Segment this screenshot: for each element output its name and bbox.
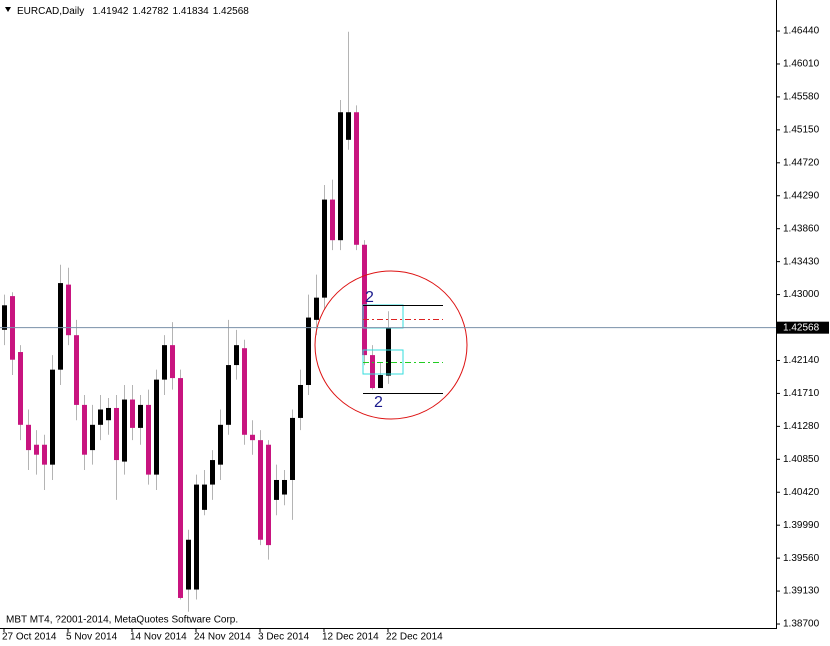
candle-body — [330, 199, 335, 241]
candle-body — [282, 479, 287, 495]
drawing-objects[interactable]: 2 2 — [314, 270, 468, 420]
candle-body — [130, 399, 135, 428]
ohlc-low: 1.41834 — [173, 6, 210, 17]
candle-body — [234, 345, 239, 366]
candle-body — [178, 378, 183, 598]
y-tick-label: 1.41280 — [783, 421, 820, 432]
candle-body — [154, 379, 159, 475]
candle-body — [122, 399, 127, 462]
candle-body — [26, 424, 31, 451]
price-label: 1.42568 — [783, 322, 820, 333]
copyright: MBT MT4, ?2001-2014, MetaQuotes Software… — [6, 615, 238, 626]
candle-body — [338, 112, 343, 241]
y-tick-label: 1.41710 — [783, 388, 820, 399]
candle-body — [386, 327, 391, 376]
y-tick-label: 1.42140 — [783, 355, 820, 366]
candle-body — [194, 484, 199, 590]
y-tick-label: 1.39990 — [783, 520, 820, 531]
chart-header: EURCAD,Daily 1.41942 1.42782 1.41834 1.42568 — [17, 6, 249, 17]
candle-body — [346, 112, 351, 140]
candle-body — [34, 444, 39, 455]
candle-body — [362, 244, 367, 356]
candle-body — [82, 404, 87, 455]
candle-body — [58, 283, 63, 370]
symbol: EURCAD,Daily — [17, 6, 84, 17]
y-tick-label: 1.46440 — [783, 26, 820, 37]
x-tick-label: 12 Dec 2014 — [322, 632, 379, 643]
x-tick-label: 3 Dec 2014 — [258, 632, 310, 643]
candle-body — [322, 199, 327, 298]
candle-body — [66, 284, 71, 336]
candle-body — [250, 434, 255, 441]
candle-body — [106, 407, 111, 421]
y-tick-label: 1.44720 — [783, 157, 820, 168]
x-tick-label: 5 Nov 2014 — [66, 632, 118, 643]
candle-body — [258, 440, 263, 540]
x-tick-label: 24 Nov 2014 — [194, 632, 251, 643]
candle-body — [90, 424, 95, 451]
candle-body — [354, 112, 359, 245]
candle-body — [370, 355, 375, 389]
candle-body — [18, 352, 23, 425]
circle[interactable] — [314, 270, 468, 420]
candle-body — [186, 539, 191, 590]
candle-body — [266, 444, 271, 546]
y-tick-label: 1.44290 — [783, 190, 820, 201]
ohlc-close: 1.42568 — [213, 6, 250, 17]
candle-body — [218, 424, 223, 465]
candle-body — [314, 297, 319, 320]
y-tick-label: 1.45580 — [783, 92, 820, 103]
y-tick-label: 1.39560 — [783, 553, 820, 564]
candle-body — [98, 409, 103, 425]
candle-body — [2, 305, 7, 330]
candle-body — [50, 369, 55, 465]
annotation: 2 — [365, 289, 374, 306]
candle-body — [298, 384, 303, 418]
candle-body — [306, 317, 311, 385]
candle-body — [242, 348, 247, 435]
y-tick-label: 1.43000 — [783, 289, 820, 300]
x-tick-label: 14 Nov 2014 — [130, 632, 187, 643]
y-tick-label: 1.40850 — [783, 454, 820, 465]
y-tick-label: 1.45150 — [783, 125, 820, 136]
y-tick-label: 1.39130 — [783, 586, 820, 597]
candle-body — [290, 417, 295, 480]
candle-body — [42, 444, 47, 465]
y-tick-label: 1.43860 — [783, 223, 820, 234]
x-tick-label: 22 Dec 2014 — [386, 632, 443, 643]
candle-body — [202, 484, 207, 510]
annotation: 2 — [374, 394, 383, 411]
ohlc-open: 1.41942 — [92, 6, 129, 17]
candle-body — [170, 345, 175, 379]
menu-arrow[interactable] — [5, 7, 11, 12]
candle-body — [274, 479, 279, 500]
candle-body — [378, 375, 383, 389]
y-tick-label: 1.43430 — [783, 256, 820, 267]
candle-body — [162, 345, 167, 380]
candle-body — [226, 365, 231, 425]
candle-body — [114, 407, 119, 461]
y-tick-label: 1.46010 — [783, 59, 820, 70]
candle-body — [146, 404, 151, 475]
candle-body — [210, 460, 215, 485]
ohlc-high: 1.42782 — [132, 6, 169, 17]
candle-body — [138, 404, 143, 428]
x-tick-label: 27 Oct 2014 — [2, 632, 57, 643]
candle-body — [74, 335, 79, 405]
y-tick-label: 1.40420 — [783, 487, 820, 498]
price-label-box — [777, 321, 829, 334]
candles — [2, 31, 391, 612]
y-tick-label: 1.38700 — [783, 619, 820, 630]
